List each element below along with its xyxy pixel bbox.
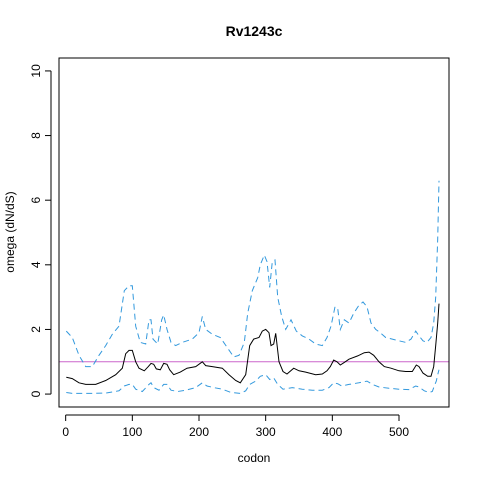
axes: 0 100 200 300 400 500 0 2 4 6 8 10: [29, 64, 409, 439]
x-tick-label: 200: [189, 425, 209, 439]
x-tick-label: 400: [322, 425, 342, 439]
x-tick-label: 500: [389, 425, 409, 439]
series-line-median: [66, 303, 440, 385]
y-tick-label: 0: [29, 390, 43, 397]
plot-area: [59, 180, 449, 394]
plot-frame: [58, 57, 450, 408]
x-tick-label: 0: [62, 425, 69, 439]
series-line-lower: [66, 369, 440, 394]
chart-title: Rv1243c: [226, 23, 283, 39]
x-tick-label: 300: [256, 425, 276, 439]
x-tick-label: 100: [122, 425, 142, 439]
y-tick-label: 8: [29, 132, 43, 139]
y-tick-label: 6: [29, 197, 43, 204]
y-tick-label: 4: [29, 261, 43, 268]
y-axis-label: omega (dN/dS): [3, 191, 17, 272]
series-line-upper: [65, 180, 440, 368]
x-axis-label: codon: [238, 451, 271, 465]
y-tick-label: 2: [29, 326, 43, 333]
y-tick-label: 10: [29, 64, 43, 78]
